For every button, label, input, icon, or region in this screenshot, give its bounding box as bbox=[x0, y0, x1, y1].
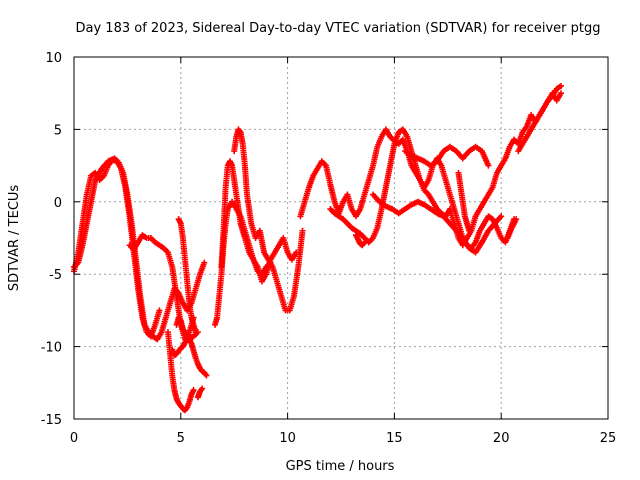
series-arc-17 bbox=[455, 169, 473, 234]
series-arc-10 bbox=[231, 126, 306, 314]
chart-title: Day 183 of 2023, Sidereal Day-to-day VTE… bbox=[76, 21, 601, 36]
data-point bbox=[203, 372, 210, 379]
data-point bbox=[558, 82, 565, 89]
y-tick-label: -5 bbox=[49, 268, 62, 283]
data-point bbox=[498, 213, 505, 220]
data-point bbox=[201, 259, 208, 266]
series-arc-16 bbox=[352, 232, 368, 249]
data-point bbox=[192, 329, 199, 336]
data-point bbox=[190, 387, 197, 394]
series-arc-19 bbox=[515, 90, 565, 155]
x-tick-label: 20 bbox=[493, 431, 510, 446]
axis-ticks: 0 5 10 15 20 25 -15 -10 -5 0 5 10 bbox=[41, 51, 617, 446]
x-tick-label: 5 bbox=[177, 431, 185, 446]
series-arc-4 bbox=[164, 329, 197, 414]
x-tick-label: 0 bbox=[70, 431, 78, 446]
data-point bbox=[199, 385, 206, 392]
data-point bbox=[299, 227, 306, 234]
data-point bbox=[156, 307, 163, 314]
y-tick-label: -15 bbox=[41, 413, 62, 428]
series-arc-8 bbox=[194, 385, 206, 401]
data-point bbox=[466, 227, 473, 234]
data-markers bbox=[71, 82, 565, 414]
series-arc-2 bbox=[71, 156, 163, 340]
data-point bbox=[558, 90, 565, 97]
series-arc-18 bbox=[504, 216, 520, 241]
y-tick-label: 0 bbox=[54, 196, 62, 211]
y-tick-label: -10 bbox=[41, 341, 62, 356]
data-point bbox=[513, 216, 520, 223]
series-arc-15 bbox=[402, 143, 492, 169]
y-tick-label: 5 bbox=[54, 123, 62, 138]
data-point bbox=[485, 162, 492, 169]
series-arc-11 bbox=[218, 158, 274, 278]
y-axis-label: SDTVAR / TECUs bbox=[7, 185, 22, 292]
y-tick-label: 10 bbox=[45, 51, 62, 66]
series-arc-6 bbox=[173, 314, 201, 341]
x-tick-label: 25 bbox=[600, 431, 617, 446]
series-arc-7 bbox=[175, 216, 199, 336]
x-tick-label: 15 bbox=[386, 431, 403, 446]
x-tick-label: 10 bbox=[279, 431, 296, 446]
series-arc-14 bbox=[370, 191, 505, 256]
x-axis-label: GPS time / hours bbox=[286, 459, 395, 474]
plot-frame bbox=[73, 56, 609, 420]
series-arc-5 bbox=[169, 336, 210, 379]
data-point bbox=[361, 239, 368, 246]
data-point bbox=[267, 259, 274, 266]
